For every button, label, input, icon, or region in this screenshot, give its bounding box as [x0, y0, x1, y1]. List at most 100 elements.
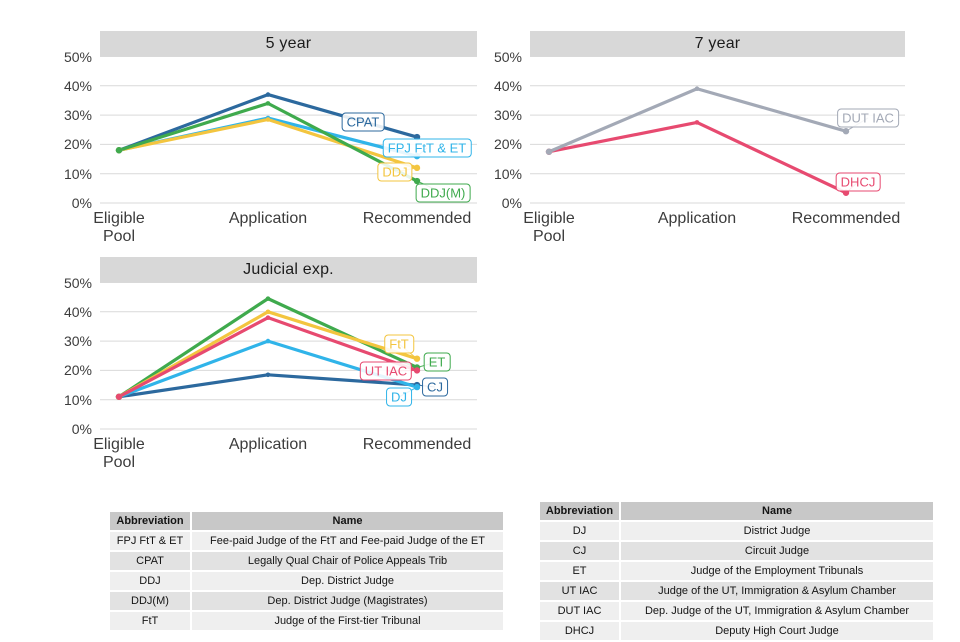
y-tick-label: 10%	[63, 165, 92, 182]
plot-area-2	[100, 282, 477, 430]
abbr-cell: DUT IAC	[540, 602, 619, 620]
series-point	[413, 383, 421, 391]
table-header-cell: Name	[621, 502, 933, 520]
series-label: FtT	[384, 334, 414, 354]
table-row: CJ Circuit Judge	[540, 542, 933, 560]
series-point	[115, 393, 123, 400]
abbr-cell: FPJ FtT & ET	[110, 532, 190, 550]
x-axis-label: Application	[228, 210, 308, 227]
x-axis-label: Application	[228, 436, 308, 453]
name-cell: District Judge	[621, 522, 933, 540]
table-row: UT IAC Judge of the UT, Immigration & Asy…	[540, 582, 933, 600]
series-label: CPAT	[341, 112, 385, 132]
name-cell: Circuit Judge	[621, 542, 933, 560]
series-label: UT IAC	[359, 361, 413, 381]
abbr-cell: DHCJ	[540, 622, 619, 640]
name-cell: Legally Qual Chair of Police Appeals Tri…	[192, 552, 503, 570]
series-point	[413, 177, 421, 185]
series-label: CJ	[422, 377, 448, 397]
abbr-cell: UT IAC	[540, 582, 619, 600]
series-label: DHCJ	[835, 172, 881, 192]
y-tick-label: 30%	[63, 107, 92, 124]
series-label: DDJ(M)	[415, 183, 471, 203]
series-point	[265, 309, 271, 315]
abbr-cell: CJ	[540, 542, 619, 560]
series-label: DUT IAC	[837, 108, 899, 128]
y-tick-label: 20%	[493, 136, 522, 153]
series-point	[115, 147, 123, 154]
abbr-cell: DDJ(M)	[110, 592, 190, 610]
x-axis-label: Recommended	[791, 210, 901, 227]
table-header-row: Abbreviation Name	[110, 512, 503, 530]
table-header-cell: Abbreviation	[110, 512, 190, 530]
table-row: CPAT Legally Qual Chair of Police Appeals…	[110, 552, 503, 570]
table-row: ET Judge of the Employment Tribunals	[540, 562, 933, 580]
x-axis-label: Eligible Pool	[93, 210, 145, 245]
abbr-cell: DDJ	[110, 572, 190, 590]
table-header-row: Abbreviation Name	[540, 502, 933, 520]
series-line-ut-iac	[117, 316, 419, 399]
series-point	[842, 128, 850, 135]
name-cell: Dep. District Judge	[192, 572, 503, 590]
abbr-cell: CPAT	[110, 552, 190, 570]
y-tick-label: 30%	[63, 333, 92, 350]
name-cell: Judge of the Employment Tribunals	[621, 562, 933, 580]
x-axis-label: Application	[657, 210, 737, 227]
y-tick-label: 20%	[63, 362, 92, 379]
name-cell: Deputy High Court Judge	[621, 622, 933, 640]
series-point	[694, 120, 700, 125]
series-point	[265, 296, 271, 301]
series-point	[413, 355, 421, 362]
x-axis-label: Recommended	[362, 210, 472, 227]
y-tick-label: 30%	[493, 107, 522, 124]
y-tick-label: 0%	[71, 421, 92, 437]
x-axis-label: Eligible Pool	[523, 210, 575, 245]
plot-area-1	[530, 56, 905, 204]
y-tick-label: 50%	[63, 274, 92, 291]
series-point	[545, 148, 553, 155]
table-header-cell: Abbreviation	[540, 502, 619, 520]
series-label: DDJ	[377, 162, 413, 182]
panel-title: Judicial exp.	[100, 257, 477, 282]
series-point	[265, 372, 271, 378]
abbreviation-table: Abbreviation Name FPJ FtT & ET Fee-paid Jud…	[108, 510, 505, 632]
series-label: DJ	[386, 387, 412, 407]
abbr-cell: ET	[540, 562, 619, 580]
table-row: DJ District Judge	[540, 522, 933, 540]
y-tick-label: 10%	[493, 165, 522, 182]
abbr-cell: FtT	[110, 612, 190, 630]
y-tick-label: 50%	[63, 48, 92, 65]
y-tick-label: 50%	[493, 48, 522, 65]
series-label: ET	[423, 352, 451, 372]
series-point	[413, 367, 421, 374]
series-label: FPJ FtT & ET	[382, 138, 472, 158]
y-tick-label: 20%	[63, 136, 92, 153]
abbr-cell: DJ	[540, 522, 619, 540]
series-point	[265, 315, 271, 320]
y-tick-label: 10%	[63, 391, 92, 408]
y-tick-label: 0%	[71, 195, 92, 211]
y-tick-label: 40%	[63, 77, 92, 94]
series-point	[413, 164, 421, 172]
name-cell: Judge of the First-tier Tribunal	[192, 612, 503, 630]
y-tick-label: 0%	[501, 195, 522, 211]
table-row: DDJ(M) Dep. District Judge (Magistrates)	[110, 592, 503, 610]
table-row: DDJ Dep. District Judge	[110, 572, 503, 590]
y-tick-label: 40%	[493, 77, 522, 94]
x-axis-label: Eligible Pool	[93, 436, 145, 471]
series-point	[265, 338, 271, 344]
plot-area-0	[100, 56, 477, 204]
name-cell: Judge of the UT, Immigration & Asylum Ch…	[621, 582, 933, 600]
panel-title: 5 year	[100, 31, 477, 56]
abbreviation-table: Abbreviation Name DJ District Judge CJ Circui…	[538, 500, 935, 642]
panel-title: 7 year	[530, 31, 905, 56]
table-row: DUT IAC Dep. Judge of the UT, Immigration…	[540, 602, 933, 620]
table-header-cell: Name	[192, 512, 503, 530]
x-axis-label: Recommended	[362, 436, 472, 453]
series-point	[265, 92, 271, 97]
name-cell: Dep. Judge of the UT, Immigration & Asyl…	[621, 602, 933, 620]
table-row: FPJ FtT & ET Fee-paid Judge of the FtT an…	[110, 532, 503, 550]
table-row: FtT Judge of the First-tier Tribunal	[110, 612, 503, 630]
table-row: DHCJ Deputy High Court Judge	[540, 622, 933, 640]
